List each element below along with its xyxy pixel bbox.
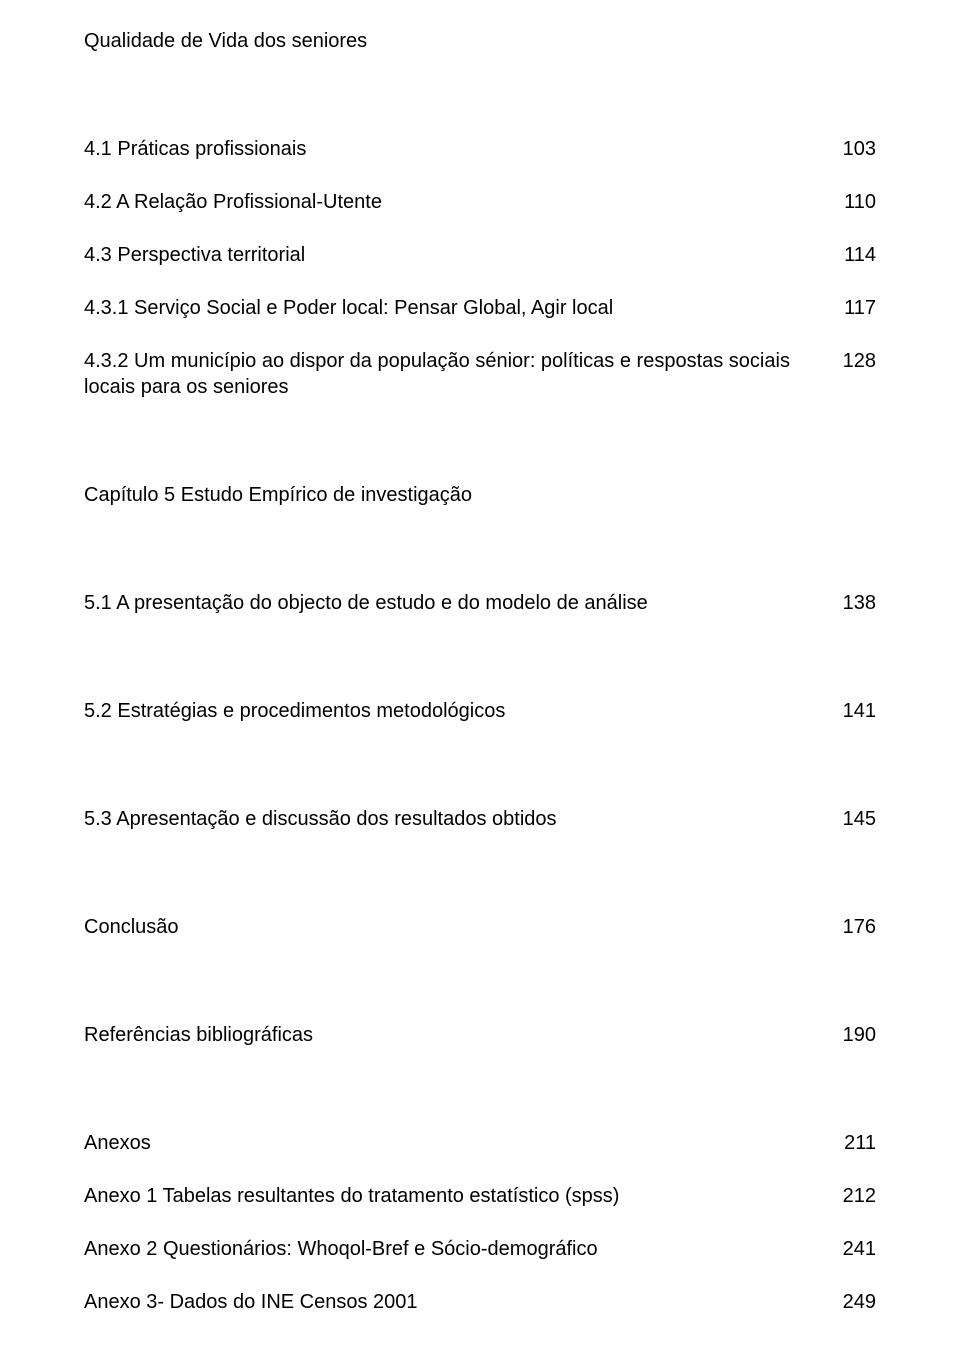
toc-entry: 4.3.2 Um município ao dispor da populaçã… [84,348,876,400]
toc-page: 212 [836,1183,876,1209]
toc-label: Anexo 1 Tabelas resultantes do tratament… [84,1183,836,1209]
toc-entry: 5.1 A presentação do objecto de estudo e… [84,590,876,616]
toc-page: 249 [836,1289,876,1315]
toc-page: 114 [836,242,876,268]
toc-page: 145 [836,806,876,832]
toc-entry: Referências bibliográficas 190 [84,1022,876,1048]
toc-page: 211 [836,1130,876,1156]
toc-entry: 4.3 Perspectiva territorial 114 [84,242,876,268]
toc-label: 4.3.2 Um município ao dispor da populaçã… [84,348,836,400]
toc-page: 110 [836,189,876,215]
toc-label: Anexos [84,1130,836,1156]
toc-entry: Anexo 2 Questionários: Whoqol-Bref e Sóc… [84,1236,876,1262]
toc-entry: Anexos 211 [84,1130,876,1156]
toc-label: 5.1 A presentação do objecto de estudo e… [84,590,836,616]
toc-label: Anexo 3- Dados do INE Censos 2001 [84,1289,836,1315]
toc-entry: 4.2 A Relação Profissional-Utente 110 [84,189,876,215]
toc-label: 4.2 A Relação Profissional-Utente [84,189,836,215]
toc-label: 4.1 Práticas profissionais [84,136,836,162]
toc-label: 4.3 Perspectiva territorial [84,242,836,268]
toc-label: 4.3.1 Serviço Social e Poder local: Pens… [84,295,836,321]
chapter-heading: Capítulo 5 Estudo Empírico de investigaç… [84,482,876,508]
toc-entry: 5.2 Estratégias e procedimentos metodoló… [84,698,876,724]
toc-label: 5.3 Apresentação e discussão dos resulta… [84,806,836,832]
toc-page: 176 [836,914,876,940]
toc-page: 128 [836,348,876,374]
toc-page: 241 [836,1236,876,1262]
toc-label: 5.2 Estratégias e procedimentos metodoló… [84,698,836,724]
toc-entry: Conclusão 176 [84,914,876,940]
toc-entry: Anexo 1 Tabelas resultantes do tratament… [84,1183,876,1209]
toc-entry: Anexo 3- Dados do INE Censos 2001 249 [84,1289,876,1315]
toc-label: Conclusão [84,914,836,940]
toc-label: Referências bibliográficas [84,1022,836,1048]
toc-label: Anexo 2 Questionários: Whoqol-Bref e Sóc… [84,1236,836,1262]
page-header: Qualidade de Vida dos seniores [84,28,876,54]
toc-page: 141 [836,698,876,724]
toc-entry: 4.3.1 Serviço Social e Poder local: Pens… [84,295,876,321]
toc-page: 190 [836,1022,876,1048]
toc-page: 117 [836,295,876,321]
page: Qualidade de Vida dos seniores 4.1 Práti… [0,0,960,1355]
toc-page: 103 [836,136,876,162]
toc-entry: 5.3 Apresentação e discussão dos resulta… [84,806,876,832]
toc-page: 138 [836,590,876,616]
toc-entry: 4.1 Práticas profissionais 103 [84,136,876,162]
